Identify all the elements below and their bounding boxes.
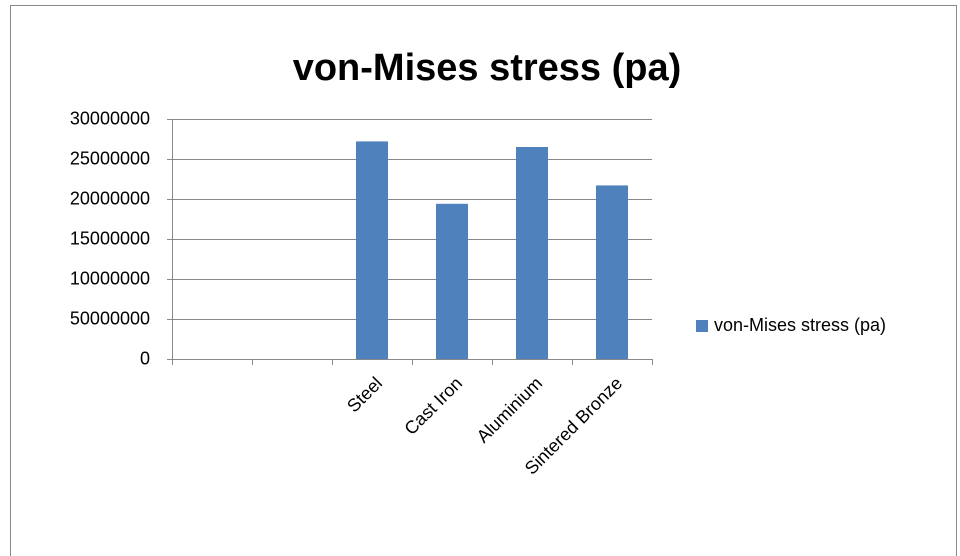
- y-tick-label: 15000000: [70, 228, 150, 248]
- y-tick-label: 10000000: [70, 268, 150, 288]
- legend-label: von-Mises stress (pa): [714, 315, 886, 335]
- chart-title: von-Mises stress (pa): [293, 47, 682, 89]
- y-tick-label: 0: [140, 348, 150, 368]
- bar: [436, 203, 468, 359]
- y-tick-label: 50000000: [70, 308, 150, 328]
- y-tick-label: 30000000: [70, 108, 150, 128]
- bar: [516, 147, 548, 359]
- legend-swatch: [696, 320, 708, 332]
- y-tick-label: 20000000: [70, 188, 150, 208]
- y-tick-label: 25000000: [70, 148, 150, 168]
- bar: [356, 141, 388, 359]
- bar: [596, 185, 628, 359]
- chart-frame: [10, 5, 957, 556]
